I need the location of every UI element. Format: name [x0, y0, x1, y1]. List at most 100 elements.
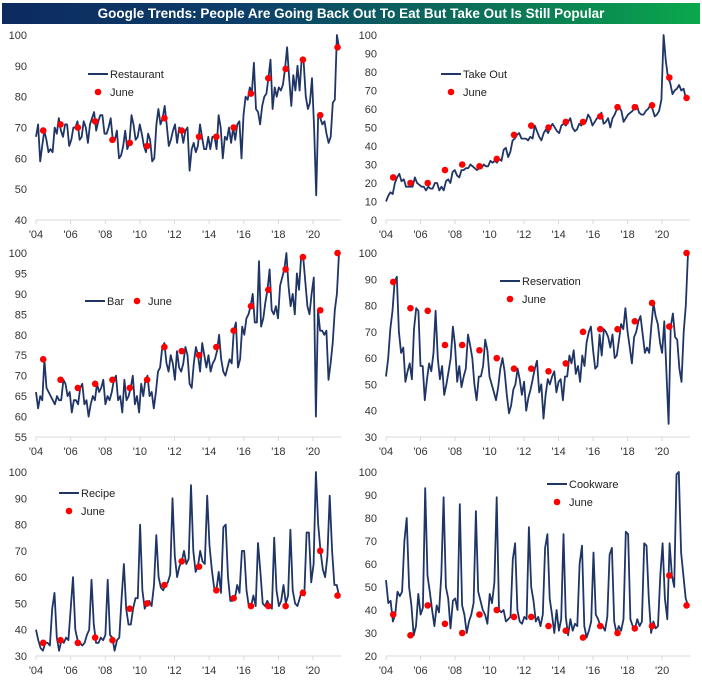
bar-june-point: [91, 380, 99, 388]
chart-title: Google Trends: People Are Going Back Out…: [2, 3, 700, 24]
take-out-y-tick-label: 60: [365, 104, 377, 116]
reservation-june-point: [493, 354, 501, 362]
restaurant-june-point: [334, 44, 341, 51]
take-out-june-point: [562, 118, 570, 126]
restaurant-june-point: [74, 124, 82, 131]
reservation-x-tick-label: '18: [620, 446, 634, 458]
recipe-x-tick-label: '16: [237, 665, 251, 677]
bar-june-point: [334, 249, 341, 257]
recipe-y-tick-label: 50: [15, 598, 27, 610]
take-out-x-tick-label: '18: [620, 229, 634, 241]
reservation-june-point: [407, 304, 414, 312]
take-out-june-point: [510, 131, 518, 139]
recipe-y-tick-label: 40: [15, 625, 27, 637]
cookware-june-point: [631, 625, 639, 632]
reservation-june-point: [545, 367, 552, 375]
restaurant-june-point: [109, 136, 116, 144]
cookware-june-point: [683, 602, 690, 609]
bar-june-point: [282, 266, 289, 273]
bar-x-tick-label: '08: [98, 446, 112, 458]
reservation-june-point: [596, 325, 604, 333]
recipe-x-tick-label: '12: [167, 665, 181, 677]
bar-legend-june-label: June: [148, 296, 172, 308]
take-out-x-tick-label: '08: [448, 229, 462, 241]
take-out-x-tick-label: '06: [413, 229, 427, 241]
cookware-x-tick-label: '08: [448, 665, 462, 677]
bar-june-point: [39, 356, 47, 363]
recipe-x-tick-label: '20: [306, 665, 320, 677]
cookware-y-tick-label: 40: [365, 605, 377, 617]
restaurant-series-line: [35, 34, 340, 197]
take-out-june-point: [614, 103, 621, 111]
restaurant-x-tick-label: '18: [271, 229, 285, 241]
take-out-june-point: [683, 94, 690, 102]
take-out-june-point: [493, 155, 501, 163]
restaurant-y-tick-label: 50: [15, 184, 27, 196]
bar-y-tick-label: 60: [15, 412, 27, 424]
restaurant-june-point: [178, 127, 186, 134]
restaurant-y-tick-label: 40: [15, 215, 27, 227]
bar-june-point: [109, 376, 116, 384]
cookware-june-point: [493, 606, 501, 614]
cookware-x-tick-label: '20: [655, 665, 669, 677]
reservation-y-tick-label: 70: [365, 327, 377, 339]
reservation-x-tick-label: '16: [586, 446, 600, 458]
restaurant-june-point: [230, 124, 237, 131]
restaurant-june-point: [247, 90, 255, 97]
cookware-x-tick-label: '18: [620, 665, 634, 677]
restaurant-x-tick-label: '12: [167, 229, 181, 241]
restaurant-x-tick-label: '20: [306, 229, 320, 241]
bar-series-line: [35, 252, 340, 418]
take-out-june-point: [545, 124, 552, 131]
recipe-legend-dot-swatch: [65, 507, 73, 515]
bar-june-point: [230, 327, 237, 334]
take-out-y-tick-label: 50: [365, 123, 377, 135]
cookware-series-line: [385, 471, 689, 639]
take-out-y-tick-label: 100: [359, 30, 377, 42]
reservation-y-tick-label: 40: [365, 406, 377, 418]
take-out-y-tick-label: 10: [365, 197, 377, 209]
cookware-y-tick-label: 30: [365, 628, 377, 640]
reservation-june-point: [527, 365, 535, 372]
restaurant-y-tick-label: 90: [15, 61, 27, 73]
recipe-y-tick-label: 60: [15, 572, 27, 584]
take-out-june-point: [389, 174, 397, 181]
bar-x-tick-label: '18: [271, 446, 285, 458]
reservation-y-tick-label: 30: [365, 432, 377, 444]
reservation-x-tick-label: '20: [655, 446, 669, 458]
take-out-y-tick-label: 0: [371, 215, 377, 227]
recipe-june-point: [126, 605, 134, 612]
restaurant-june-point: [57, 121, 64, 128]
cookware-june-point: [666, 572, 673, 579]
restaurant-y-tick-label: 80: [15, 92, 27, 104]
restaurant-x-tick-label: '08: [98, 229, 112, 241]
cookware-legend-dot-swatch: [553, 498, 561, 506]
take-out-x-tick-label: '04: [379, 229, 393, 241]
bar-june-point: [316, 306, 324, 314]
reservation-legend-label: Reservation: [522, 276, 581, 288]
take-out-series-line: [385, 34, 688, 202]
recipe-june-point: [230, 594, 237, 602]
recipe-june-point: [143, 600, 151, 607]
recipe-x-tick-label: '18: [271, 665, 285, 677]
reservation-june-point: [441, 341, 449, 349]
cookware-x-tick-label: '04: [379, 665, 393, 677]
reservation-june-point: [683, 249, 690, 257]
take-out-june-point: [407, 179, 414, 187]
cookware-y-tick-label: 20: [365, 651, 377, 663]
bar-x-tick-label: '04: [29, 446, 43, 458]
reservation-y-tick-label: 80: [365, 301, 377, 313]
cookware-june-point: [527, 613, 535, 621]
cookware-y-tick-label: 80: [365, 513, 377, 525]
bar-x-tick-label: '14: [202, 446, 216, 458]
restaurant-x-tick-label: '04: [29, 229, 43, 241]
restaurant-june-point: [195, 133, 203, 141]
restaurant-legend-june-label: June: [110, 87, 134, 99]
cookware-june-point: [545, 622, 552, 630]
reservation-june-point: [562, 360, 570, 367]
take-out-y-tick-label: 90: [365, 49, 377, 61]
recipe-legend-label: Recipe: [81, 488, 115, 500]
recipe-legend-june-label: June: [81, 506, 105, 518]
recipe-june-point: [91, 634, 99, 641]
